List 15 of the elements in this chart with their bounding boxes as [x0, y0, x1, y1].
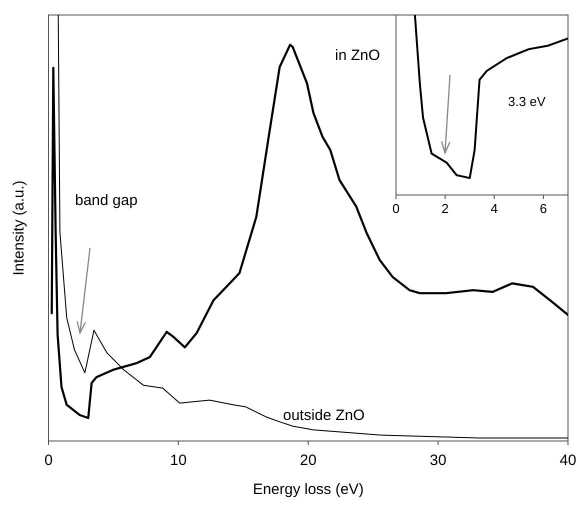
x-tick-label: 10	[170, 452, 187, 469]
x-axis-title: Energy loss (eV)	[252, 481, 364, 498]
annotation: band gap	[75, 192, 138, 209]
x-tick-label: 4	[490, 201, 498, 216]
text: in ZnO	[335, 47, 380, 64]
x-tick-label: 0	[44, 452, 53, 469]
annotation: 3.3 eV	[508, 94, 546, 109]
y-axis-title: Intensity (a.u.)	[10, 180, 28, 276]
x-tick-label: 30	[430, 452, 446, 469]
x-tick-label: 0	[392, 201, 400, 216]
x-tick-label: 6	[540, 201, 548, 216]
x-tick-label: 40	[560, 452, 576, 469]
x-tick-label: 2	[442, 201, 449, 216]
series-label: outside ZnO	[283, 407, 365, 424]
x-tick-label: 20	[300, 452, 317, 469]
